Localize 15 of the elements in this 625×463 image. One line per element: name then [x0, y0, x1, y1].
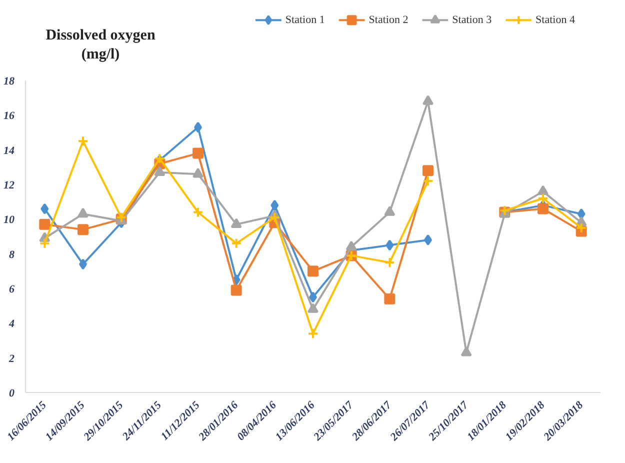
- legend-label: Station 1: [285, 14, 325, 26]
- y-tick-label: 14: [4, 144, 15, 157]
- y-tick-label: 10: [4, 214, 15, 226]
- y-tick-label: 6: [9, 284, 15, 296]
- legend-label: Station 3: [452, 14, 492, 26]
- y-tick-label: 0: [9, 388, 15, 400]
- y-tick-label: 2: [8, 352, 15, 365]
- y-tick-label: 16: [4, 110, 15, 122]
- legend-label: Station 4: [536, 14, 576, 26]
- legend-label: Station 2: [368, 14, 408, 26]
- y-axis-title: Dissolved oxygen (mg/l): [46, 27, 156, 62]
- y-tick-label: 12: [4, 180, 15, 192]
- y-tick-label: 18: [4, 76, 15, 88]
- y-tick-label: 8: [9, 248, 15, 261]
- y-tick-label: 4: [8, 318, 15, 330]
